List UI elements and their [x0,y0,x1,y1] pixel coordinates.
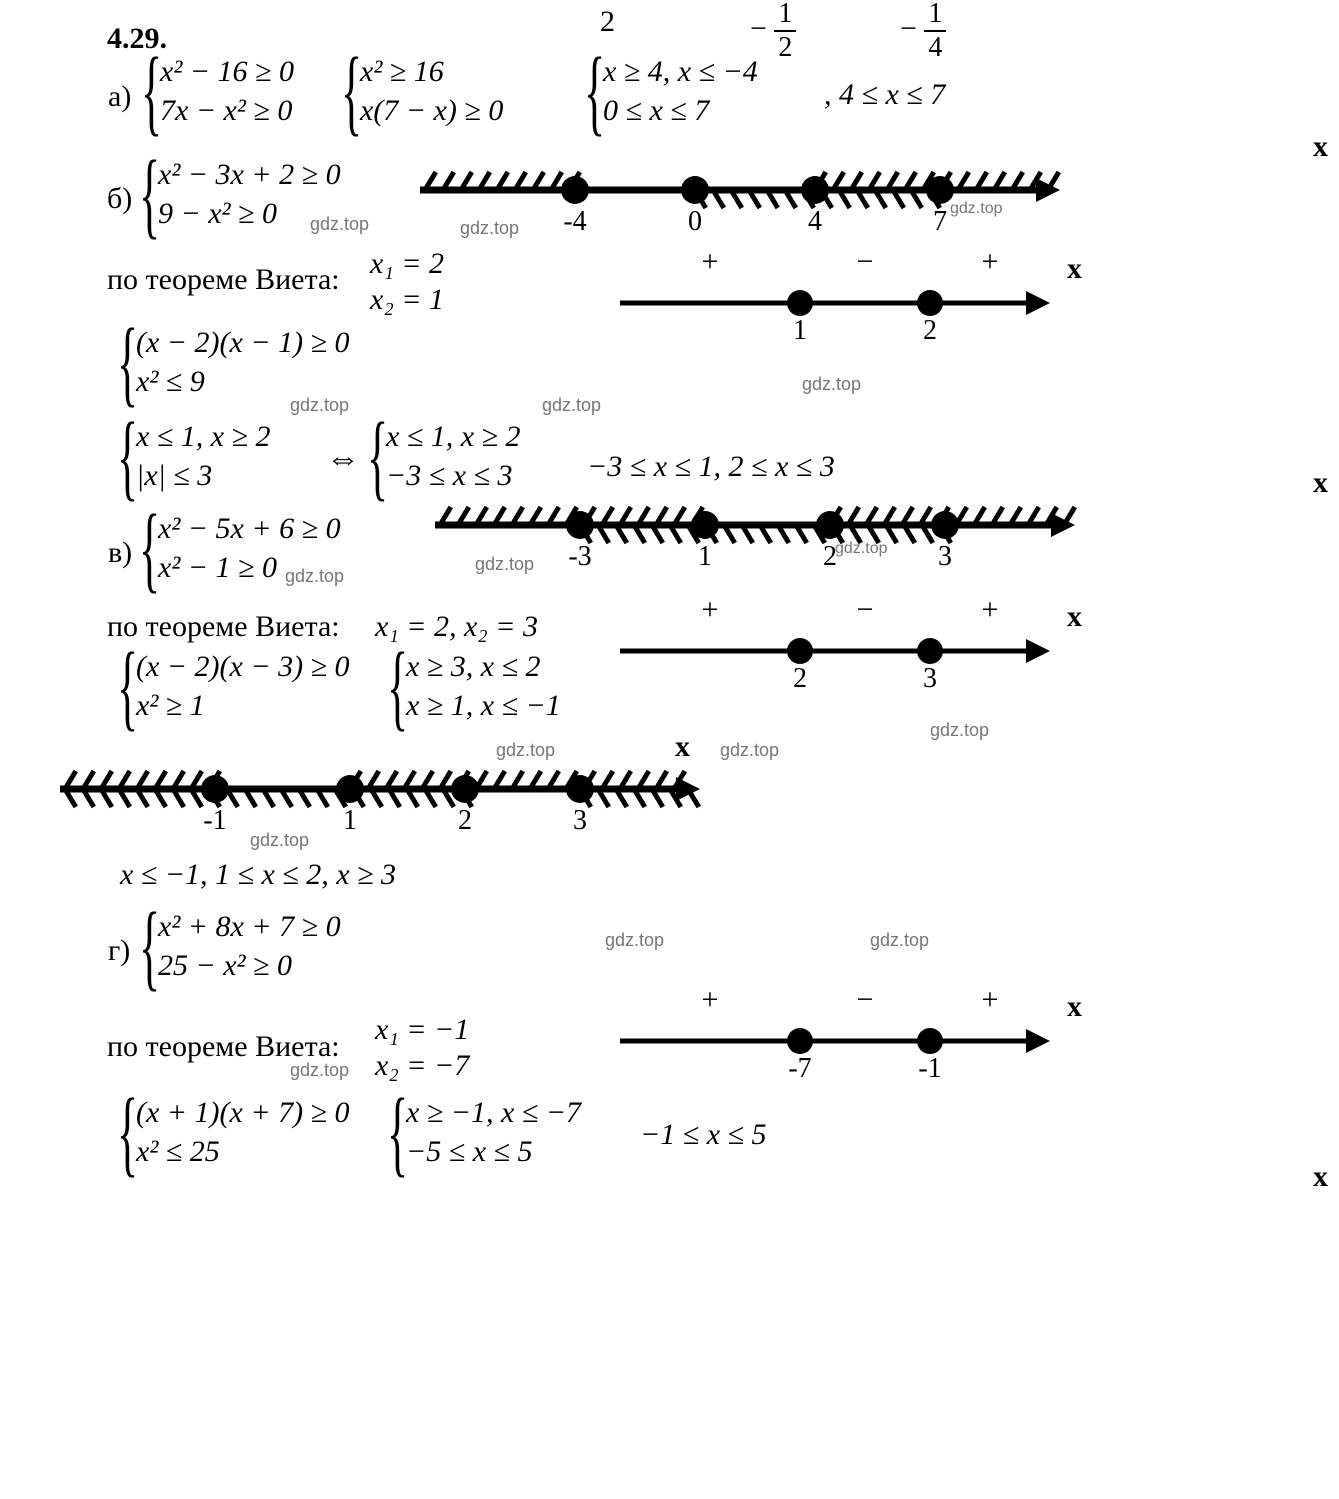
svg-text:−: − [857,986,874,1016]
watermark: gdz.top [475,554,534,575]
part-g-sys3: x ≥ −1, x ≤ −7 −5 ≤ x ≤ 5 [388,1096,581,1169]
svg-text:1: 1 [793,315,807,346]
svg-text:-1: -1 [918,1053,941,1084]
watermark: gdz.top [605,930,664,951]
svg-text:4: 4 [808,206,822,237]
svg-text:+: + [702,248,719,278]
vieta-roots-g: x₁ = −1 x₂ = −7 [375,1012,469,1084]
watermark: gdz.top [285,566,344,587]
part-b-result: −3 ≤ x ≤ 1, 2 ≤ x ≤ 3 [587,450,835,484]
part-g-letter: г) [108,934,130,968]
x-axis-label: x [1313,466,1328,500]
svg-text:1: 1 [343,805,357,836]
vieta-text-g: по теореме Виета: [107,1030,340,1064]
svg-text:-4: -4 [563,206,586,237]
sign-chart-1-2: + − +1 2 [620,248,1070,378]
iff-symbol: ⇔ [326,440,360,478]
svg-text:2: 2 [793,663,807,694]
part-b-sys2: (x − 2)(x − 1) ≥ 0 x² ≤ 9 [118,326,350,399]
svg-text:-3: -3 [568,541,591,572]
watermark: gdz.top [460,218,519,239]
svg-text:-7: -7 [788,1053,811,1084]
svg-text:2: 2 [923,315,937,346]
x-axis-label: x [1313,1160,1328,1194]
svg-text:0: 0 [688,206,702,237]
vieta-roots-b: x₁ = 2 x₂ = 1 [370,246,444,318]
part-v-result: x ≤ −1, 1 ≤ x ≤ 2, x ≥ 3 [120,858,396,892]
part-v-letter: в) [108,536,132,570]
sign-chart-g-container: + − + -7 -1 [620,986,1070,1116]
watermark: gdz.top [542,395,601,416]
watermark: gdz.top [250,830,309,851]
part-b-letter: б) [107,182,132,216]
watermark: gdz.top [930,720,989,741]
number-line-v-container: -1 1 2 3 [60,744,720,849]
svg-text:-1: -1 [203,805,226,836]
part-v-sys3: x ≥ 3, x ≤ 2 x ≥ 1, x ≤ −1 [388,650,561,723]
part-a-sys2: x² ≥ 16 x(7 − x) ≥ 0 [342,55,503,128]
part-a-letter: а) [108,80,131,114]
x-axis-label: x [1313,130,1328,164]
svg-text:+: + [702,986,719,1016]
svg-text:3: 3 [938,541,952,572]
part-a-sys3: x ≥ 4, x ≤ −4 0 ≤ x ≤ 7 [585,55,758,128]
page: 2 − 12 − 14 4.29. а) x² − 16 ≥ 0 7x − x²… [0,0,1339,1499]
svg-text:+: + [982,248,999,278]
part-a-sys1: x² − 16 ≥ 0 7x − x² ≥ 0 [142,55,294,128]
part-g-sys1: x² + 8x + 7 ≥ 0 25 − x² ≥ 0 [140,910,341,983]
top-frac-1: − 12 [750,0,796,62]
sign-chart-g: + − + -7 -1 [620,986,1070,1116]
svg-text:3: 3 [573,805,587,836]
watermark: gdz.top [290,1060,349,1081]
top-frac-2: − 14 [900,0,946,62]
part-v-sys2: (x − 2)(x − 3) ≥ 0 x² ≥ 1 [118,650,350,723]
watermark: gdz.top [310,214,369,235]
watermark: gdz.top [720,740,779,761]
part-b-sys3: x ≤ 1, x ≥ 2 |x| ≤ 3 [118,420,271,493]
sign-chart-2-3: + − +2 3 [620,596,1070,726]
watermark: gdz.top [802,374,861,395]
svg-text:+: + [702,596,719,626]
number-line-v: -1 1 2 3 [60,744,720,849]
watermark: gdz.top [290,395,349,416]
sign-chart-2-3-container: + − +2 3 [620,596,1070,726]
vieta-text-v: по теореме Виета: [107,610,340,644]
vieta-text-b: по теореме Виета: [107,263,340,297]
watermark: gdz.top [950,200,1002,218]
svg-text:7: 7 [933,206,947,237]
svg-text:2: 2 [458,805,472,836]
part-g-sys2: (x + 1)(x + 7) ≥ 0 x² ≤ 25 [118,1096,350,1169]
watermark: gdz.top [835,540,887,558]
part-g-result: −1 ≤ x ≤ 5 [640,1118,767,1152]
svg-text:1: 1 [698,541,712,572]
svg-text:−: − [857,248,874,278]
sign-chart-1-2-container: + − +1 2 [620,248,1070,378]
part-a-result: , 4 ≤ x ≤ 7 [824,78,945,112]
watermark: gdz.top [870,930,929,951]
svg-text:+: + [982,986,999,1016]
svg-text:+: + [982,596,999,626]
svg-text:−: − [857,596,874,626]
svg-text:3: 3 [923,663,937,694]
